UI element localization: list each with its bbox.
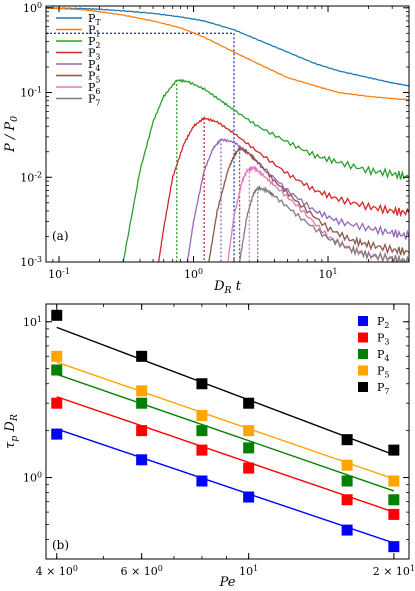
data-point [136, 425, 148, 437]
x-tick-label: 6 × 100 [121, 564, 163, 578]
series-line-p1 [46, 6, 409, 101]
plot-area-a [46, 6, 409, 262]
x-tick-label: 2 × 101 [373, 564, 415, 578]
fit-line-p2 [56, 428, 395, 544]
legend-label: P4 [88, 58, 100, 73]
data-point [243, 397, 255, 409]
data-point [388, 475, 400, 487]
legend-swatch [358, 316, 368, 326]
fit-line-p4 [56, 373, 395, 492]
series-line-p2 [122, 78, 409, 262]
legend-label: P6 [88, 81, 100, 96]
y-axis-label: P / P0 [3, 116, 20, 153]
data-point [341, 524, 353, 536]
fit-line-p3 [56, 396, 395, 513]
data-point [341, 434, 353, 446]
data-point [51, 397, 63, 409]
data-point [196, 425, 208, 437]
legend-label: P4 [377, 348, 389, 363]
panel-label: (a) [52, 229, 69, 243]
data-point [196, 444, 208, 456]
legend-label: PT [88, 12, 101, 27]
legend-label: P5 [377, 365, 389, 380]
y-axis-label: τp DR [3, 414, 20, 449]
data-point [388, 494, 400, 506]
panel-label: (b) [52, 538, 69, 552]
series-line-p7 [238, 184, 409, 262]
y-tick-label: 100 [23, 1, 42, 15]
data-point [243, 442, 255, 454]
legend-label: P2 [88, 35, 100, 50]
x-axis-label: Pe [219, 575, 236, 590]
data-point [388, 444, 400, 456]
data-point [243, 462, 255, 474]
data-point [51, 428, 63, 440]
data-point [341, 475, 353, 487]
plot-area-b [51, 309, 400, 553]
x-tick-label: 100 [184, 267, 203, 281]
y-tick-label: 10-2 [20, 170, 42, 184]
y-tick-label: 100 [23, 471, 42, 485]
data-point [388, 508, 400, 520]
data-point [196, 475, 208, 487]
series-line-p4 [186, 138, 409, 262]
legend-label: P5 [88, 70, 100, 85]
data-point [136, 454, 148, 466]
data-point [51, 364, 63, 376]
panel-a: 10-1 100 10110-310-210-1100PTP1P2P3P4P5P6P… [3, 1, 410, 296]
y-tick-label: 10-1 [20, 86, 42, 100]
legend-swatch [358, 349, 368, 359]
legend-label: P2 [377, 315, 389, 330]
data-point [196, 378, 208, 390]
plot-frame [45, 303, 410, 560]
x-tick-label: 101 [319, 267, 338, 281]
data-point [341, 459, 353, 471]
data-point [243, 491, 255, 503]
legend-label: P7 [377, 381, 389, 396]
legend-label: P3 [377, 332, 389, 347]
fit-line-p5 [56, 361, 395, 480]
x-tick-label: 4 × 100 [36, 564, 78, 578]
plot-frame [45, 5, 410, 263]
x-tick-label: 10-1 [48, 267, 70, 281]
data-point [243, 425, 255, 437]
series-line-p5 [208, 144, 409, 262]
y-tick-label: 10-3 [20, 255, 42, 269]
data-point [51, 309, 63, 321]
legend-label: P3 [88, 47, 100, 62]
legend-label: P7 [88, 93, 100, 108]
data-point [136, 350, 148, 362]
legend-swatch [358, 382, 368, 392]
series-line-p3 [158, 116, 409, 262]
data-point [388, 541, 400, 553]
data-point [136, 385, 148, 397]
data-point [51, 350, 63, 362]
data-point [341, 494, 353, 506]
series-line-pt [46, 6, 409, 87]
x-axis-label: DR t [213, 279, 242, 296]
x-tick-label: 101 [239, 564, 258, 578]
legend-label: P1 [88, 24, 100, 39]
legend-swatch [358, 365, 368, 376]
legend-swatch [358, 332, 368, 343]
y-tick-label: 101 [23, 315, 42, 329]
data-point [196, 410, 208, 422]
fit-line-p7 [56, 326, 395, 456]
data-point [136, 397, 148, 409]
